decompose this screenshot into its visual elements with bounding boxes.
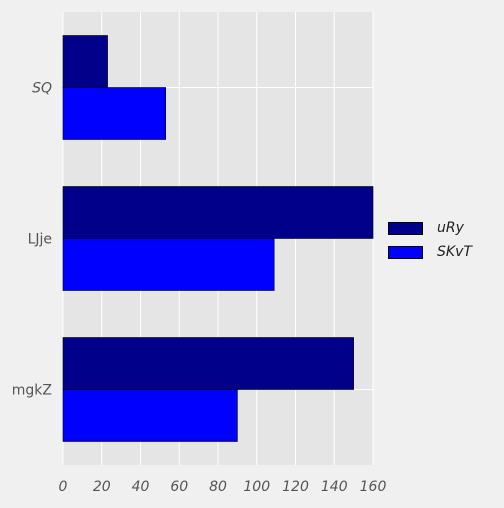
legend-item-series-2: SKvT [388, 240, 472, 264]
x-tick-label-60: 60 [170, 479, 188, 495]
x-tick-label-40: 40 [132, 479, 150, 495]
category-label-LJje: LJje [28, 232, 52, 248]
bar-1-SQ [63, 36, 108, 88]
legend-label-series-2: SKvT [437, 244, 472, 260]
legend: uRy SKvT [388, 216, 472, 264]
bar-2-SQ [63, 88, 166, 140]
x-tick-label-20: 20 [93, 479, 111, 495]
x-tick-label-0: 0 [59, 479, 68, 495]
x-tick-label-120: 120 [282, 479, 309, 495]
legend-swatch-series-2 [388, 246, 423, 259]
x-tick-label-100: 100 [243, 479, 270, 495]
x-tick-label-80: 80 [209, 479, 227, 495]
bar-1-mgkZ [63, 338, 354, 390]
category-label-mgkZ: mgkZ [12, 383, 52, 399]
x-tick-label-160: 160 [360, 479, 387, 495]
bar-2-mgkZ [63, 390, 237, 442]
legend-label-series-1: uRy [437, 220, 464, 236]
x-tick-label-140: 140 [321, 479, 348, 495]
category-label-SQ: SQ [32, 81, 52, 97]
bar-2-LJje [63, 239, 274, 291]
legend-item-series-1: uRy [388, 216, 472, 240]
bar-1-LJje [63, 187, 373, 239]
legend-swatch-series-1 [388, 222, 423, 235]
